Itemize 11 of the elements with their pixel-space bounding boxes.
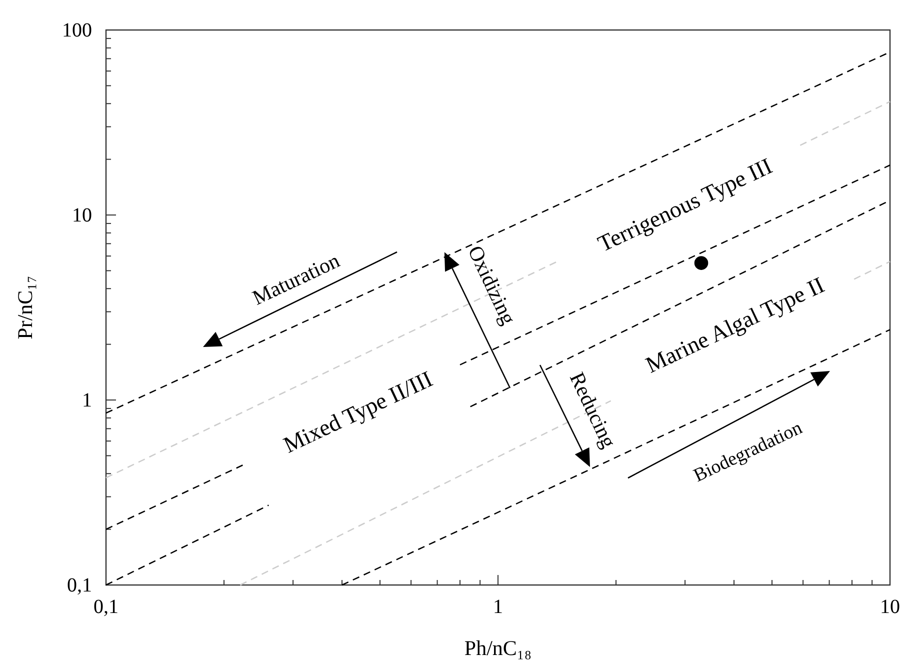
y-tick-label: 1 <box>82 389 92 412</box>
y-tick-label: 100 <box>62 19 92 42</box>
annotation: Marine Algal Type II <box>642 272 828 378</box>
x-axis-title: Ph/nC₁₈ <box>464 636 532 660</box>
y-tick-label: 10 <box>72 204 92 226</box>
annotation: Mixed Type II/III <box>280 366 436 458</box>
x-tick-label: 10 <box>880 596 900 618</box>
x-tick-label: 0,1 <box>94 596 118 618</box>
x-tick-label: 1 <box>493 596 503 618</box>
y-tick-label: 0,1 <box>67 574 92 596</box>
y-axis-title: Pr/nC₁₇ <box>13 276 37 340</box>
